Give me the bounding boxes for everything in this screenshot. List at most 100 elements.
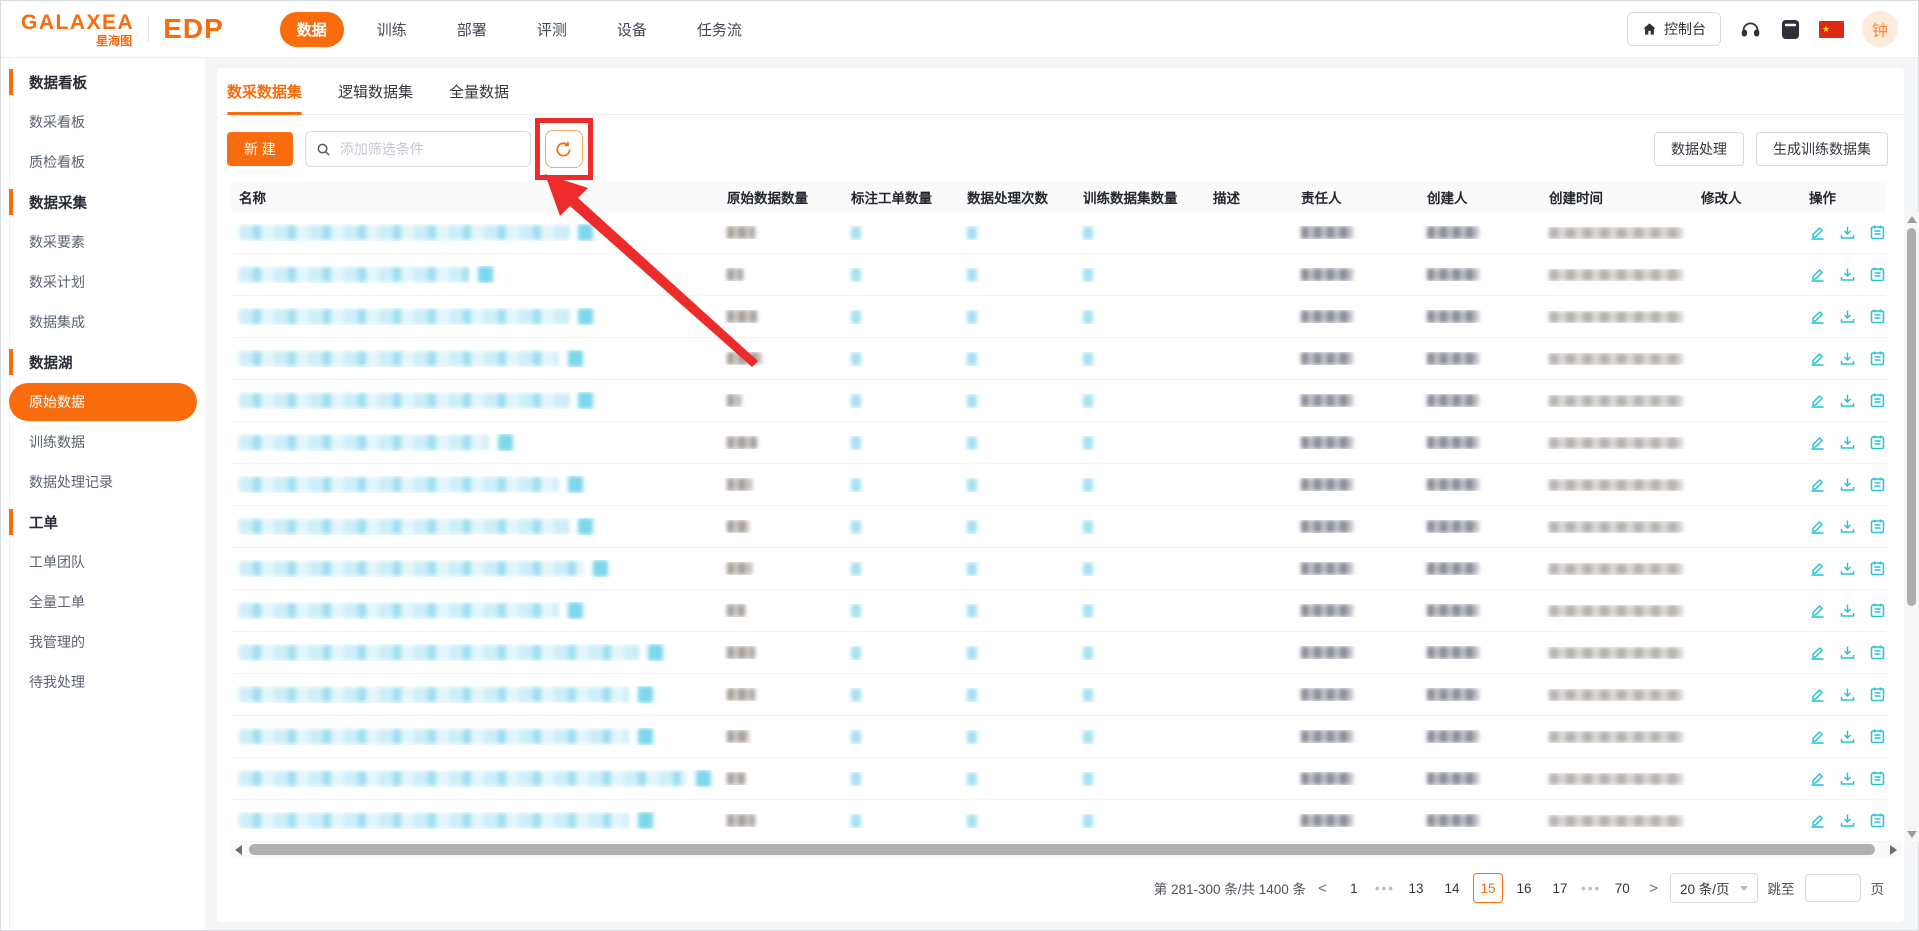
copy-icon[interactable] — [498, 434, 513, 451]
redacted-name-link[interactable] — [239, 393, 569, 408]
sidebar-item[interactable]: 质检看板 — [29, 154, 85, 170]
sidebar-item[interactable]: 数采看板 — [29, 114, 85, 130]
nav-item-5[interactable]: 设备 — [616, 21, 647, 39]
redacted-name-link[interactable] — [239, 645, 639, 660]
edit-icon[interactable] — [1809, 602, 1826, 619]
download-icon[interactable] — [1839, 350, 1856, 367]
download-icon[interactable] — [1839, 434, 1856, 451]
sidebar-item[interactable]: 原始数据 — [9, 383, 197, 421]
action-button[interactable]: 生成训练数据集 — [1756, 132, 1888, 166]
detail-board-icon[interactable] — [1869, 728, 1886, 745]
sidebar-item[interactable]: 我管理的 — [29, 634, 85, 650]
detail-board-icon[interactable] — [1869, 812, 1886, 829]
detail-board-icon[interactable] — [1869, 770, 1886, 787]
download-icon[interactable] — [1839, 476, 1856, 493]
sidebar-item[interactable]: 数据集成 — [29, 314, 85, 330]
copy-icon[interactable] — [568, 350, 583, 367]
copy-icon[interactable] — [578, 224, 593, 241]
sidebar-item[interactable]: 数采计划 — [29, 274, 85, 290]
download-icon[interactable] — [1839, 644, 1856, 661]
detail-board-icon[interactable] — [1869, 644, 1886, 661]
copy-icon[interactable] — [648, 644, 663, 661]
edit-icon[interactable] — [1809, 224, 1826, 241]
scroll-up-icon[interactable] — [1907, 216, 1917, 223]
download-icon[interactable] — [1839, 812, 1856, 829]
download-icon[interactable] — [1839, 308, 1856, 325]
detail-board-icon[interactable] — [1869, 476, 1886, 493]
avatar[interactable]: 钟 — [1862, 11, 1898, 47]
tab[interactable]: 全量数据 — [449, 83, 510, 101]
page-number-70[interactable]: 70 — [1614, 880, 1630, 896]
page-number-16[interactable]: 16 — [1516, 880, 1532, 896]
redacted-name-link[interactable] — [239, 225, 569, 240]
redacted-name-link[interactable] — [239, 351, 559, 366]
copy-icon[interactable] — [478, 266, 493, 283]
copy-icon[interactable] — [696, 770, 711, 787]
copy-icon[interactable] — [638, 812, 653, 829]
redacted-name-link[interactable] — [239, 687, 629, 702]
horizontal-scrollbar[interactable] — [231, 842, 1901, 857]
sidebar-item[interactable]: 训练数据 — [29, 434, 85, 450]
copy-icon[interactable] — [578, 518, 593, 535]
scroll-left-icon[interactable] — [235, 845, 242, 855]
sidebar-item[interactable]: 数采要素 — [29, 234, 85, 250]
redacted-name-link[interactable] — [239, 813, 629, 828]
copy-icon[interactable] — [638, 728, 653, 745]
detail-board-icon[interactable] — [1869, 308, 1886, 325]
edit-icon[interactable] — [1809, 770, 1826, 787]
edit-icon[interactable] — [1809, 266, 1826, 283]
detail-board-icon[interactable] — [1869, 602, 1886, 619]
console-button[interactable]: 控制台 — [1627, 12, 1721, 46]
copy-icon[interactable] — [593, 560, 608, 577]
detail-board-icon[interactable] — [1869, 266, 1886, 283]
copy-icon[interactable] — [578, 308, 593, 325]
copy-icon[interactable] — [568, 602, 583, 619]
filter-search-box[interactable] — [304, 131, 531, 167]
nav-item-3[interactable]: 部署 — [456, 21, 487, 39]
sidebar-item[interactable]: 工单团队 — [29, 554, 85, 570]
redacted-name-link[interactable] — [239, 771, 687, 786]
download-icon[interactable] — [1839, 518, 1856, 535]
jump-page-input[interactable] — [1804, 874, 1861, 902]
download-icon[interactable] — [1839, 560, 1856, 577]
redacted-name-link[interactable] — [239, 603, 559, 618]
redacted-name-link[interactable] — [239, 729, 629, 744]
edit-icon[interactable] — [1809, 476, 1826, 493]
download-icon[interactable] — [1839, 224, 1856, 241]
tab[interactable]: 逻辑数据集 — [338, 83, 414, 101]
sidebar-item[interactable]: 待我处理 — [29, 674, 85, 690]
download-icon[interactable] — [1839, 686, 1856, 703]
redacted-name-link[interactable] — [239, 561, 584, 576]
detail-board-icon[interactable] — [1869, 350, 1886, 367]
page-number-15[interactable]: 15 — [1473, 873, 1504, 903]
tab[interactable]: 数采数据集 — [227, 68, 303, 115]
detail-board-icon[interactable] — [1869, 224, 1886, 241]
edit-icon[interactable] — [1809, 308, 1826, 325]
edit-icon[interactable] — [1809, 350, 1826, 367]
download-icon[interactable] — [1839, 602, 1856, 619]
edit-icon[interactable] — [1809, 644, 1826, 661]
sidebar-item[interactable]: 全量工单 — [29, 594, 85, 610]
copy-icon[interactable] — [578, 392, 593, 409]
redacted-name-link[interactable] — [239, 267, 469, 282]
page-ellipsis[interactable]: ••• — [1581, 880, 1602, 896]
redacted-name-link[interactable] — [239, 477, 559, 492]
search-input[interactable] — [337, 140, 520, 158]
page-number-13[interactable]: 13 — [1408, 880, 1424, 896]
edit-icon[interactable] — [1809, 518, 1826, 535]
page-number-1[interactable]: 1 — [1350, 880, 1358, 896]
redacted-name-link[interactable] — [239, 309, 569, 324]
redacted-name-link[interactable] — [239, 519, 569, 534]
page-number-17[interactable]: 17 — [1552, 880, 1568, 896]
action-button[interactable]: 数据处理 — [1654, 132, 1744, 166]
download-icon[interactable] — [1839, 728, 1856, 745]
horizontal-scroll-thumb[interactable] — [249, 844, 1875, 855]
nav-item-2[interactable]: 训练 — [376, 21, 407, 39]
edit-icon[interactable] — [1809, 812, 1826, 829]
page-number-14[interactable]: 14 — [1444, 880, 1460, 896]
vertical-scrollbar[interactable] — [1904, 212, 1919, 842]
refresh-button[interactable] — [544, 130, 583, 168]
download-icon[interactable] — [1839, 266, 1856, 283]
detail-board-icon[interactable] — [1869, 434, 1886, 451]
sidebar-item[interactable]: 数据处理记录 — [29, 474, 113, 490]
